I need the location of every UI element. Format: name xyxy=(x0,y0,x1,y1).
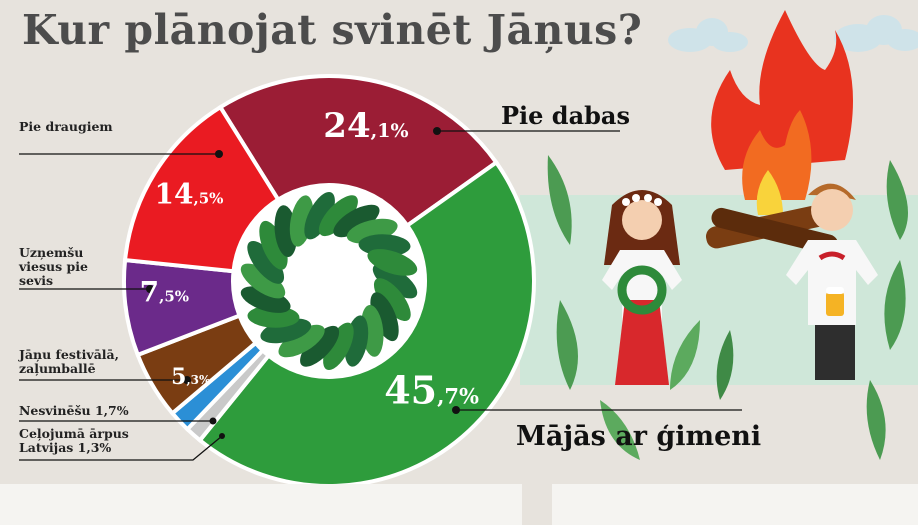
illustration xyxy=(520,10,918,460)
leader-dots xyxy=(146,127,460,439)
page-title: Kur plānojat svinēt Jāņus? xyxy=(22,6,643,54)
boy-figure xyxy=(786,183,878,380)
bonfire-icon xyxy=(705,10,853,255)
leader-celojuma xyxy=(19,435,223,461)
slice-value-label-4: 5,3% xyxy=(171,364,211,390)
label-celojuma: Ceļojumā ārpus Latvijas 1,3% xyxy=(19,426,129,455)
label-majas-ar-gimeni: Mājās ar ģimeni xyxy=(516,421,762,452)
donut-chart xyxy=(122,74,536,488)
leader-lines xyxy=(19,130,742,461)
bottom-panel-right xyxy=(552,484,918,525)
fern-leaves xyxy=(547,155,908,460)
cloud-icon xyxy=(668,15,918,52)
donut-center-hole xyxy=(289,241,369,321)
slice-value-label-5: 7,5% xyxy=(140,275,189,308)
girl-figure xyxy=(602,190,682,385)
slice-value-label-1: 45,7% xyxy=(384,368,479,413)
slice-value-label-6: 14,5% xyxy=(155,178,224,211)
label-nesvinesu: Nesvinēšu 1,7% xyxy=(19,403,129,418)
slice-value-labels: 24,1% 45,7% 5,3% 7,5% 14,5% xyxy=(140,106,479,413)
label-janu-festivala: Jāņu festivālā, zaļumballē xyxy=(19,347,119,376)
label-uznemsu-viesus: Uzņemšu viesus pie sevis xyxy=(19,245,88,288)
slice-value-label-0: 24,1% xyxy=(323,106,408,146)
label-pie-draugiem: Pie draugiem xyxy=(19,119,113,134)
bottom-panel-left xyxy=(0,484,522,525)
label-pie-dabas: Pie dabas xyxy=(501,101,630,130)
